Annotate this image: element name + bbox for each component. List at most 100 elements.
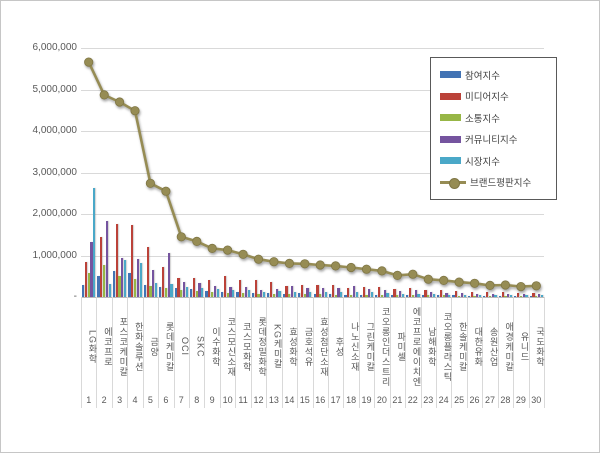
bar-시장지수 [278,291,281,297]
bar-시장지수 [108,283,111,297]
brand-index-marker [330,261,341,271]
bar-시장지수 [154,282,158,297]
bar-미디어지수 [424,289,427,297]
bar-커뮤니티지수 [368,288,371,297]
legend-swatch-icon [440,71,461,79]
category-label: 한화솔루션 [133,322,144,372]
category-tick [389,297,391,408]
bar-시장지수 [540,295,543,297]
bar-소통지수 [488,295,492,297]
legend-item: 참여지수 [440,68,547,82]
bar-참여지수 [298,293,301,297]
bar-미디어지수 [516,292,520,297]
bar-참여지수 [436,295,440,297]
bar-시장지수 [448,294,451,297]
bar-소통지수 [180,290,183,297]
bar-커뮤니티지수 [399,291,402,297]
bar-소통지수 [319,294,322,297]
brand-index-marker [284,258,294,268]
category-tick [513,297,515,408]
bar-커뮤니티지수 [460,293,463,297]
brand-index-marker [392,270,402,280]
brand-index-marker [439,275,449,285]
bar-소통지수 [288,294,291,297]
category-label: 코스모신소재 [226,317,237,377]
brand-index-marker [531,281,541,291]
bar-소통지수 [349,294,353,297]
bar-참여지수 [390,294,393,297]
brand-index-marker [454,277,464,287]
category-tick [111,297,113,408]
bar-소통지수 [226,292,229,297]
category-tick [482,297,484,408]
bar-참여지수 [421,295,424,297]
category-rank: 11 [238,395,248,405]
brand-index-marker [423,274,433,284]
category-tick [327,297,329,408]
y-gridline [81,48,544,49]
category-tick [297,297,299,408]
bar-시장지수 [355,292,358,297]
bar-미디어지수 [455,291,458,297]
bar-미디어지수 [270,282,273,297]
category-rank: 29 [515,395,526,405]
bar-참여지수 [328,294,332,297]
category-rank: 6 [163,395,169,405]
bar-미디어지수 [84,262,87,297]
category-tick [497,297,499,408]
bar-소통지수 [303,293,306,297]
y-axis-tick-label: 1,000,000 [32,249,78,261]
brand-index-marker [269,257,279,267]
category-tick [435,297,437,408]
bar-미디어지수 [393,288,396,297]
bar-시장지수 [479,294,482,297]
category-label: 남해화학 [426,327,437,367]
bar-미디어지수 [331,285,334,297]
legend-item: 브랜드평판지수 [440,175,547,189]
category-rank: 9 [209,395,215,405]
category-tick [343,297,345,408]
brand-index-marker [145,178,155,188]
y-axis-tick-label: 3,000,000 [32,166,78,178]
bar-시장지수 [216,288,219,297]
category-tick [528,297,530,408]
legend-swatch-icon [440,114,461,122]
bar-시장지수 [262,291,266,297]
y-axis-tick-label: - [73,291,77,302]
category-rank: 10 [222,395,233,405]
bar-커뮤니티지수 [229,287,232,297]
legend: 참여지수 미디어지수 소통지수 커뮤니티지수 시장지수 브랜드평판지수 [430,57,557,200]
bar-시장지수 [170,284,173,297]
category-rank: 21 [392,395,403,405]
bar-미디어지수 [501,292,504,297]
bar-참여지수 [82,285,85,297]
category-rank: 28 [500,395,511,405]
y-gridline [81,255,544,257]
bar-시장지수 [139,263,142,297]
bar-소통지수 [257,293,260,297]
bar-참여지수 [375,294,378,297]
bar-커뮤니티지수 [337,287,340,297]
bar-커뮤니티지수 [429,292,433,297]
bar-시장지수 [417,293,420,297]
bar-참여지수 [483,295,486,297]
y-axis-tick-label: 6,000,000 [32,42,78,53]
category-tick [266,297,268,408]
bar-참여지수 [452,295,455,297]
legend-swatch-icon [440,92,461,100]
brand-index-marker [207,243,217,253]
legend-item-label: 커뮤니티지수 [465,135,518,147]
bar-커뮤니티지수 [291,285,294,297]
legend-item: 시장지수 [440,154,547,168]
bar-소통지수 [473,295,476,297]
category-label: 포스코케미칼 [118,317,129,377]
bar-미디어지수 [254,279,257,297]
bar-커뮤니티지수 [491,294,494,297]
bar-커뮤니티지수 [507,293,510,297]
bar-소통지수 [519,296,522,297]
bar-참여지수 [282,293,285,297]
bar-참여지수 [344,294,347,297]
brand-index-marker [223,245,233,255]
brand-index-marker [469,278,480,288]
